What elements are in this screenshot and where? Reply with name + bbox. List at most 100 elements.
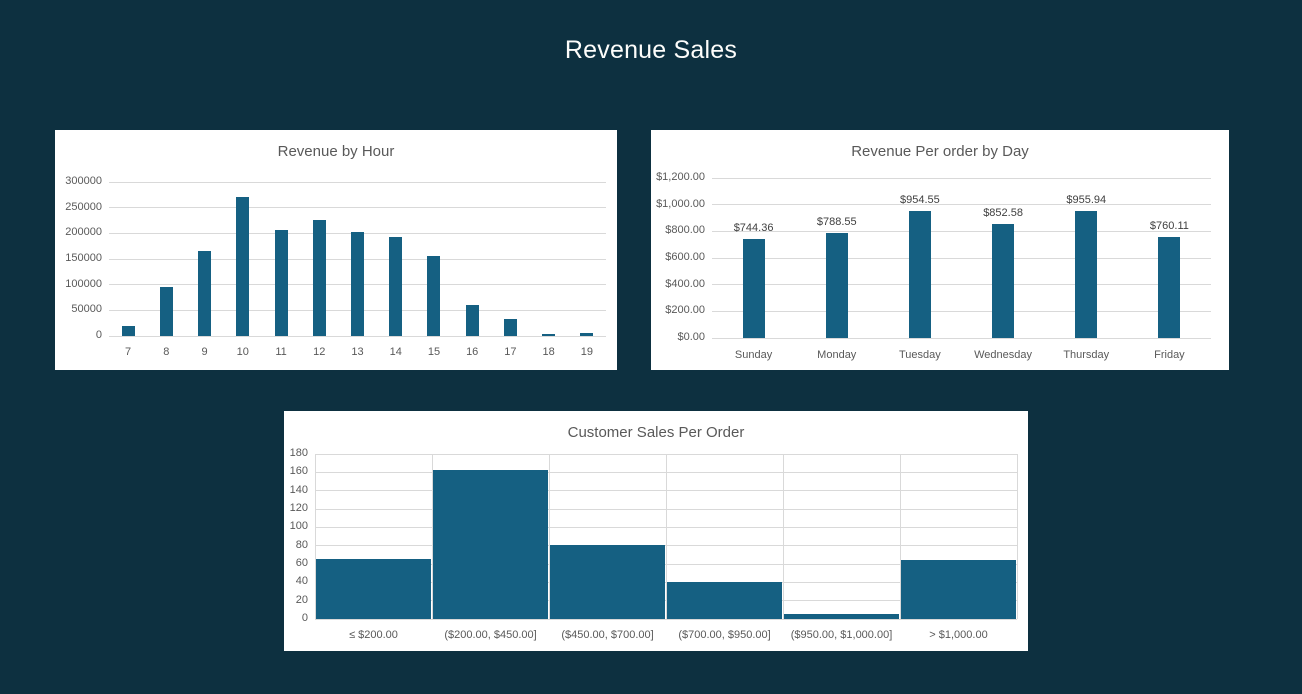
y-tick-label: 160 [289,465,308,478]
y-tick-label: 300000 [65,175,102,187]
gridline [712,230,1211,232]
bar-13 [351,231,364,336]
x-tick-label: ($950.00, $1,000.00] [790,629,893,641]
gridline [109,207,606,209]
gridline [712,204,1211,206]
bar-Friday [1158,236,1181,338]
bar-($450.00, $700.00] [550,544,665,619]
bar-Thursday [1075,210,1098,338]
gridline [314,454,316,619]
page-title: Revenue Sales [564,36,738,64]
x-tick-label: ($700.00, $950.00] [678,629,771,641]
gridline [548,454,550,619]
x-tick-label: 8 [163,346,170,358]
y-tick-label: $1,200.00 [656,171,705,183]
x-tick-label: 17 [504,346,517,358]
x-tick-label: Friday [1154,349,1185,361]
bar-10 [236,196,250,336]
x-tick-label: ($200.00, $450.00] [444,629,537,641]
y-tick-label: 20 [295,593,308,606]
data-label: $744.36 [733,221,774,234]
gridline [782,454,784,619]
x-tick-label: 9 [201,346,208,358]
y-tick-label: 40 [295,575,308,588]
y-tick-label: 0 [95,329,102,341]
y-tick-label: 60 [295,557,308,569]
x-tick-label: 16 [466,346,479,358]
y-tick-label: 200000 [65,226,102,239]
y-tick-label: $400.00 [665,277,705,290]
gridline [109,335,606,337]
gridline [712,310,1211,312]
y-tick-label: 80 [295,538,308,551]
gridline [109,181,606,183]
bar-18 [542,333,556,336]
chart-title: Revenue Per order by Day [851,143,1029,160]
y-tick-label: $800.00 [665,224,705,237]
x-tick-label: Thursday [1063,349,1110,361]
gridline [899,454,901,619]
bar-9 [198,250,212,336]
x-tick-label: ($450.00, $700.00] [561,629,654,641]
bar-($950.00, $1,000.00] [784,614,899,619]
bar-17 [503,319,517,336]
x-tick-label: 19 [580,346,593,358]
bar-Sunday [742,238,765,338]
chart-title: Revenue by Hour [277,143,395,160]
x-tick-label: Wednesday [974,349,1033,361]
x-tick-label: 10 [236,346,249,358]
data-label: $788.55 [816,215,857,228]
x-tick-label: 13 [351,346,364,358]
bar-12 [312,219,326,336]
bar-($700.00, $950.00] [667,582,782,619]
bar-Monday [825,232,848,338]
bar-($200.00, $450.00] [433,469,548,619]
gridline [431,454,433,619]
x-tick-label: 15 [427,346,441,358]
x-tick-label: 11 [275,346,287,358]
x-tick-label: > $1,000.00 [929,629,988,641]
x-tick-label: 7 [125,346,132,358]
x-tick-label: Tuesday [899,349,941,361]
gridline [665,454,667,619]
data-label: $955.94 [1066,193,1107,206]
revenue-by-hour-chart: Revenue by Hour 0 50000 100000 150000 200000… [55,130,617,370]
chart-title: Customer Sales Per Order [567,424,745,441]
x-tick-label: Sunday [734,349,773,361]
bar-14 [389,236,403,336]
bar-Wednesday [992,224,1015,338]
bar-15 [427,256,441,336]
bar-11 [274,229,288,336]
bar-> $1,000.00 [901,560,1016,619]
bar-19 [580,332,594,336]
bar-16 [465,305,479,336]
y-tick-label: 0 [301,612,308,624]
y-tick-label: $200.00 [665,304,705,317]
y-tick-label: 100 [289,520,308,533]
x-tick-label: 12 [313,346,326,358]
data-label: $852.58 [983,207,1023,220]
y-tick-label: $1,000.00 [656,197,705,210]
y-tick-label: 120 [289,502,308,514]
y-tick-label: 150000 [65,252,102,264]
y-tick-label: 250000 [65,200,102,213]
y-tick-label: $0.00 [677,331,705,343]
bar-≤ $200.00 [316,559,431,619]
bar-Tuesday [908,210,931,338]
y-tick-label: 100000 [65,277,102,290]
gridline [712,257,1211,259]
bar-8 [159,287,173,336]
y-tick-label: 50000 [71,303,102,316]
gridline [712,337,1211,339]
gridline [712,177,1211,179]
bar-7 [121,325,135,336]
y-tick-label: 140 [289,483,308,496]
gridline [712,284,1211,286]
customer-sales-per-order-chart: Customer Sales Per Order 0 20 40 60 80 100 120… [284,411,1028,651]
revenue-per-order-by-day-chart: Revenue Per order by Day $0.00 $200.00 $40… [651,130,1229,370]
x-tick-label: Monday [817,349,857,361]
x-tick-label: 14 [389,346,402,358]
data-label: $954.55 [900,193,940,206]
y-tick-label: 180 [289,447,308,459]
y-tick-label: $600.00 [665,251,705,263]
